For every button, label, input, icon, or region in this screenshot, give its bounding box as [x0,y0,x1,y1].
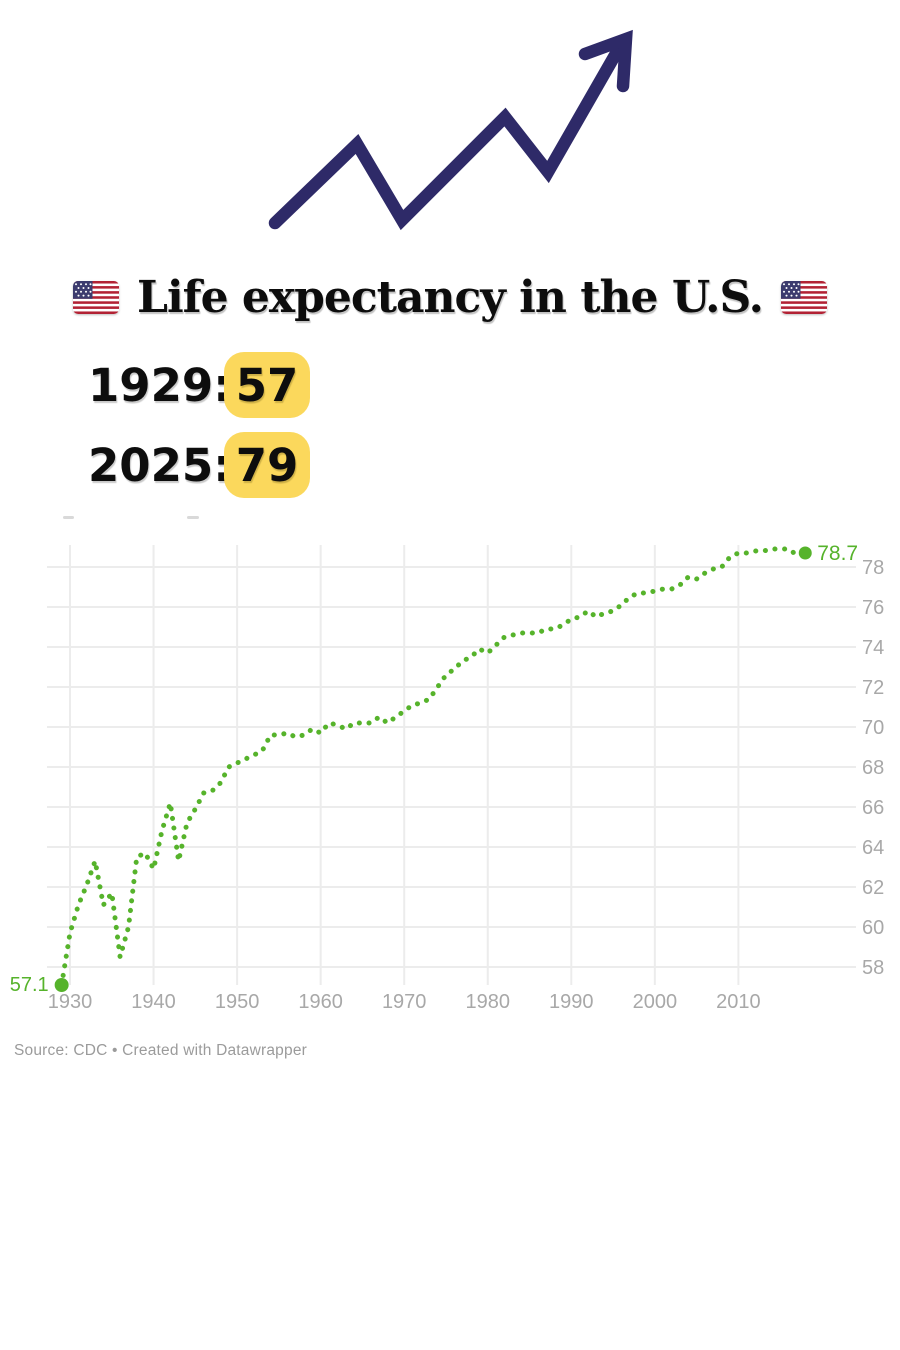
stat-year-label: 2025: [88,438,232,492]
start-value-label: 57.1 [10,974,49,996]
y-axis-tick-label: 74 [862,637,884,659]
page-title: Life expectancy in the U.S. [137,271,764,323]
us-flag-icon [73,280,119,314]
us-flag-icon [781,280,827,314]
artifact-mark [63,516,74,519]
stat-year-label: 1929: [88,358,232,412]
y-axis-tick-label: 64 [862,837,884,859]
data-point-start [54,978,69,992]
x-axis-tick-label: 1960 [298,991,343,1013]
y-axis-tick-label: 68 [862,757,884,779]
growth-arrow-svg [268,29,633,231]
y-axis-tick-label: 66 [862,797,884,819]
series-dotted-line [59,546,808,988]
x-axis-tick-label: 2000 [633,991,678,1013]
artifact-mark [187,516,199,519]
x-axis-tick-label: 1930 [48,991,93,1013]
stat-callouts: 1929: 57 2025: 79 [88,352,310,512]
title-row: Life expectancy in the U.S. [0,265,900,329]
x-axis-tick-label: 2010 [716,991,761,1013]
y-axis-tick-label: 58 [862,957,884,979]
y-axis-tick-label: 72 [862,677,884,699]
y-axis-tick-label: 60 [862,917,884,939]
line-chart-svg: 58 60 62 64 66 68 70 72 74 76 78 1930 1940 1950 1960 19… [10,542,885,1013]
x-axis-tick-label: 1970 [382,991,427,1013]
y-axis-tick-label: 76 [862,597,884,619]
stat-value-badge: 57 [224,352,310,418]
y-axis-tick-label: 62 [862,877,884,899]
y-axis-tick-label: 78 [862,557,884,579]
end-value-label: 78.7 [817,542,858,565]
growth-arrow-icon [250,20,650,240]
x-axis-tick-label: 1950 [215,991,260,1013]
x-axis-tick-label: 1990 [549,991,594,1013]
data-point-end [798,546,812,560]
stat-row-2025: 2025: 79 [88,432,310,498]
y-axis-tick-label: 70 [862,717,884,739]
source-attribution: Source: CDC • Created with Datawrapper [14,1042,308,1059]
life-expectancy-chart: 58 60 62 64 66 68 70 72 74 76 78 1930 1940 1950 1960 19… [0,530,900,1020]
stat-value-badge: 79 [224,432,310,498]
x-axis-tick-label: 1940 [131,991,176,1013]
x-axis-tick-label: 1980 [466,991,511,1013]
stat-row-1929: 1929: 57 [88,352,310,418]
